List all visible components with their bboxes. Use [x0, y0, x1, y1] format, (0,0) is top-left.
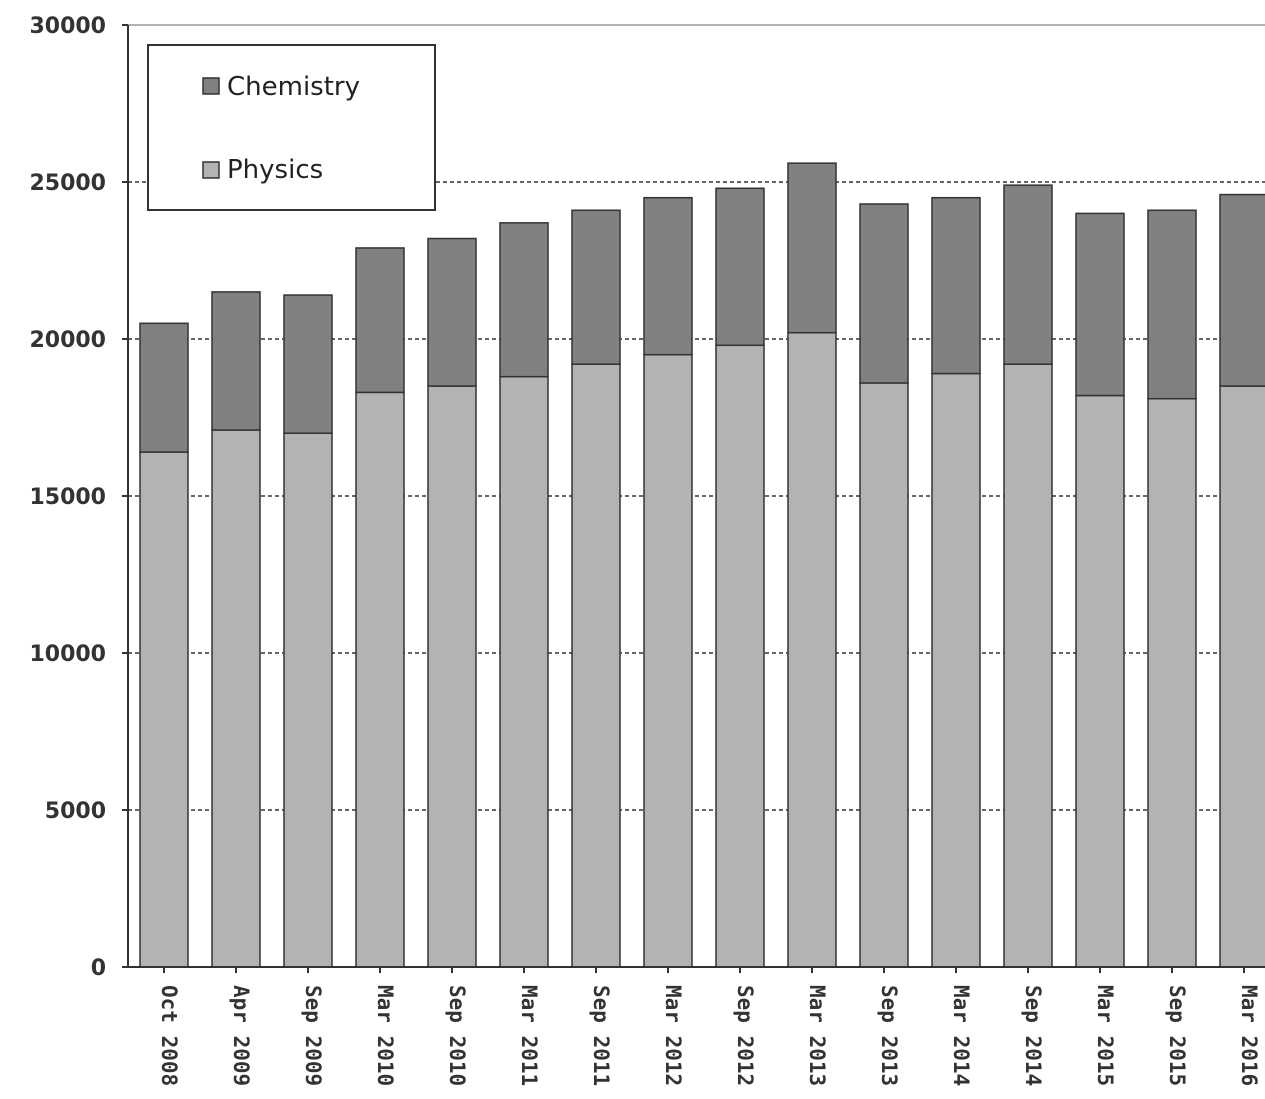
y-tick-label: 20000: [29, 328, 106, 353]
x-tick-label: Apr 2009: [229, 985, 253, 1086]
y-tick-label: 0: [91, 956, 106, 981]
bar-physics: [1003, 363, 1053, 968]
legend-label-chemistry: Chemistry: [227, 72, 360, 102]
bar-physics: [355, 391, 405, 968]
bar-physics: [499, 375, 549, 968]
legend-label-physics: Physics: [227, 155, 323, 185]
x-tick-label: Sep 2011: [589, 985, 613, 1086]
bar-physics: [787, 331, 837, 968]
x-tick-label: Mar 2014: [949, 985, 973, 1086]
x-axis-labels: Oct 2008 Apr 2009 Sep 2009 Mar 2010 Sep 2010…: [157, 967, 1261, 1086]
bar-chemistry: [1147, 209, 1197, 400]
bar-physics: [427, 385, 477, 968]
x-tick-label: Mar 2015: [1093, 985, 1117, 1086]
legend-box: [147, 44, 436, 211]
y-tick-label: 15000: [29, 485, 106, 510]
bar-physics: [283, 432, 333, 968]
bar-chemistry: [499, 222, 549, 378]
bar-physics: [715, 344, 765, 968]
bar-chemistry: [283, 294, 333, 434]
bar-chemistry: [931, 196, 981, 375]
legend-swatch-physics: [202, 161, 220, 179]
bar-physics: [211, 429, 261, 968]
bar-physics: [571, 363, 621, 968]
y-tick-label: 30000: [29, 14, 106, 39]
bar-chemistry: [571, 209, 621, 365]
x-tick-label: Oct 2008: [157, 985, 181, 1086]
bar-chemistry: [1219, 193, 1265, 387]
bar-chemistry: [1075, 212, 1125, 397]
bars: [139, 162, 1265, 968]
y-tick-label: 5000: [45, 799, 106, 824]
bar-chemistry: [1003, 184, 1053, 365]
bar-chemistry: [715, 187, 765, 347]
bar-chemistry: [643, 196, 693, 356]
x-tick-label: Sep 2009: [301, 985, 325, 1086]
x-tick-label: Mar 2016: [1237, 985, 1261, 1086]
x-tick-label: Mar 2010: [373, 985, 397, 1086]
bar-chemistry: [139, 322, 189, 453]
x-tick-label: Mar 2012: [661, 985, 685, 1086]
x-tick-label: Sep 2015: [1165, 985, 1189, 1086]
x-tick-label: Mar 2011: [517, 985, 541, 1086]
legend-swatch-chemistry: [202, 77, 220, 95]
x-tick-label: Sep 2010: [445, 985, 469, 1086]
bar-chemistry: [859, 203, 909, 384]
y-tick-label: 10000: [29, 642, 106, 667]
x-tick-label: Sep 2013: [877, 985, 901, 1086]
bar-physics: [1075, 394, 1125, 968]
x-tick-label: Sep 2012: [733, 985, 757, 1086]
y-tick-label: 25000: [29, 171, 106, 196]
bar-physics: [643, 353, 693, 968]
x-tick-label: Sep 2014: [1021, 985, 1045, 1086]
bar-chemistry: [211, 291, 261, 431]
bar-chemistry: [787, 162, 837, 334]
bar-physics: [1219, 385, 1265, 968]
legend: Chemistry Physics: [147, 44, 436, 211]
bar-physics: [139, 451, 189, 968]
bar-physics: [1147, 397, 1197, 968]
bar-physics: [859, 382, 909, 968]
bar-chemistry: [355, 247, 405, 394]
bar-physics: [931, 372, 981, 968]
bar-chemistry: [427, 237, 477, 387]
y-axis-ticks: 0 5000 10000 15000 20000 25000 30000: [29, 14, 128, 981]
x-tick-label: Mar 2013: [805, 985, 829, 1086]
